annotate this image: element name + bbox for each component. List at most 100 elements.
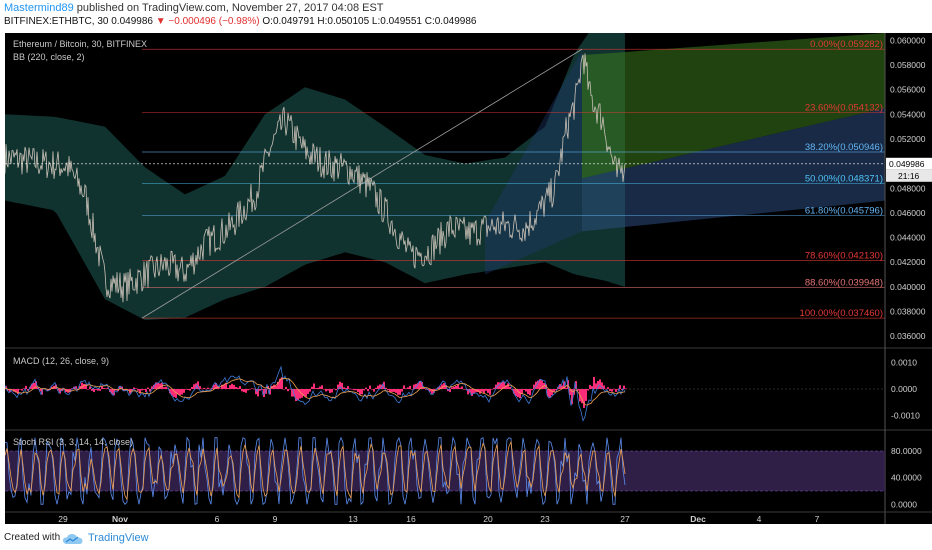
macd-histogram-bar xyxy=(31,383,33,389)
macd-histogram-bar xyxy=(625,388,627,390)
chart-area[interactable]: 0.00%(0.059282) 23.60%(0.054132) 38.20%(0.… xyxy=(5,33,932,524)
macd-histogram-bar xyxy=(183,389,185,393)
macd-histogram-bar xyxy=(501,382,503,389)
macd-histogram-bar xyxy=(451,387,453,389)
macd-histogram-bar xyxy=(539,379,541,389)
chart-canvas[interactable]: 0.00%(0.059282) 23.60%(0.054132) 38.20%(0.… xyxy=(5,33,932,524)
macd-histogram-bar xyxy=(169,389,171,394)
macd-legend: MACD (12, 26, close, 9) xyxy=(13,356,110,366)
macd-histogram-bar xyxy=(553,389,555,393)
macd-histogram-bar xyxy=(327,389,329,391)
countdown-tag xyxy=(886,169,932,182)
macd-histogram-bar xyxy=(369,385,371,389)
author-link[interactable]: Mastermind89 xyxy=(4,2,74,14)
macd-histogram-bar xyxy=(523,389,525,391)
macd-histogram-bar xyxy=(607,387,609,389)
price-tick-label: 0.038000 xyxy=(890,306,926,316)
macd-histogram-bar xyxy=(133,387,135,389)
macd-histogram-bar xyxy=(551,389,553,396)
macd-histogram-bar xyxy=(591,386,593,389)
macd-histogram-bar xyxy=(363,389,365,391)
price-tick-label: 0.054000 xyxy=(890,109,926,119)
macd-histogram-bar xyxy=(289,388,291,390)
macd-histogram-bar xyxy=(191,386,193,389)
macd-tick-label: 0.0000 xyxy=(891,384,917,394)
macd-tick-label: 0.0010 xyxy=(891,357,917,367)
macd-histogram-bar xyxy=(127,389,129,390)
fib-label-6: 88.60%(0.039948) xyxy=(805,277,883,288)
stoch-tick-label: 80.0000 xyxy=(891,446,922,456)
footer: Created with TradingView xyxy=(0,524,932,550)
macd-histogram-bar xyxy=(487,389,489,393)
time-tick-label: 29 xyxy=(58,514,68,524)
macd-histogram-bar xyxy=(471,389,473,397)
time-tick-label: 4 xyxy=(757,514,762,524)
macd-histogram-bar xyxy=(569,389,571,396)
macd-histogram-bar xyxy=(69,389,71,393)
macd-histogram-bar xyxy=(609,389,611,391)
macd-histogram-bar xyxy=(617,389,619,390)
macd-histogram-bar xyxy=(163,387,165,389)
macd-histogram-bar xyxy=(485,389,487,391)
tradingview-cloud-icon xyxy=(63,534,83,544)
price-tick-label: 0.042000 xyxy=(890,257,926,267)
macd-histogram-bar xyxy=(241,389,243,392)
macd-histogram-bar xyxy=(365,387,367,389)
price-series xyxy=(5,53,626,303)
last-price-label: 0.049986 xyxy=(111,16,153,27)
macd-histogram-bar xyxy=(33,382,35,389)
macd-histogram-bar xyxy=(247,389,249,391)
macd-histogram-bar xyxy=(111,389,113,395)
macd-histogram-bar xyxy=(97,389,99,391)
macd-histogram-bar xyxy=(453,386,455,389)
macd-histogram-bar xyxy=(333,388,335,390)
macd-histogram-bar xyxy=(571,389,573,405)
fib-label-2: 38.20%(0.050946) xyxy=(805,142,883,153)
macd-histogram-bar xyxy=(621,389,623,391)
macd-histogram-bar xyxy=(23,388,25,389)
time-tick-label: 13 xyxy=(348,514,358,524)
macd-histogram-bar xyxy=(477,389,479,392)
macd-histogram-bar xyxy=(75,386,77,389)
macd-histogram-bar xyxy=(105,388,107,389)
macd-histogram-bar xyxy=(355,389,357,391)
macd-histogram-bar xyxy=(177,389,179,395)
macd-histogram-bar xyxy=(613,388,615,390)
macd-histogram-bar xyxy=(295,389,297,402)
macd-histogram-bar xyxy=(387,389,389,391)
macd-histogram-bar xyxy=(563,381,565,389)
macd-histogram-bar xyxy=(521,389,523,394)
macd-histogram-bar xyxy=(593,376,595,389)
macd-histogram-bar xyxy=(235,386,237,389)
macd-histogram-bar xyxy=(463,389,465,390)
created-with-label: Created with xyxy=(4,532,61,543)
macd-histogram-bar xyxy=(83,383,85,389)
macd-histogram-bar xyxy=(171,389,173,396)
macd-histogram-bar xyxy=(491,389,493,390)
price-tick-label: 0.048000 xyxy=(890,183,926,193)
fib-label-5: 78.60%(0.042130) xyxy=(805,251,883,262)
macd-histogram-bar xyxy=(57,389,59,391)
tradingview-link[interactable]: TradingView xyxy=(88,532,149,544)
macd-histogram-bar xyxy=(421,382,423,389)
stoch-d-line xyxy=(5,440,626,501)
price-tick-label: 0.060000 xyxy=(890,35,926,45)
macd-histogram-bar xyxy=(367,389,369,392)
macd-histogram-bar xyxy=(291,389,293,397)
macd-histogram-bar xyxy=(99,389,101,391)
macd-histogram-bar xyxy=(243,389,245,393)
macd-histogram-bar xyxy=(337,384,339,389)
macd-histogram-bar xyxy=(615,389,617,392)
macd-histogram-bar xyxy=(529,389,531,396)
macd-histogram-bar xyxy=(227,387,229,389)
macd-histogram-bar xyxy=(547,389,549,397)
fib-label-7: 100.00%(0.037460) xyxy=(800,308,883,319)
macd-histogram-bar xyxy=(577,389,579,391)
macd-histogram-bar xyxy=(619,385,621,389)
macd-histogram-bar xyxy=(263,389,265,398)
macd-histogram-bar xyxy=(379,384,381,389)
price-tick-label: 0.040000 xyxy=(890,282,926,292)
macd-histogram-bar xyxy=(373,389,375,392)
macd-histogram-bar xyxy=(237,387,239,389)
macd-histogram-bar xyxy=(259,389,261,391)
